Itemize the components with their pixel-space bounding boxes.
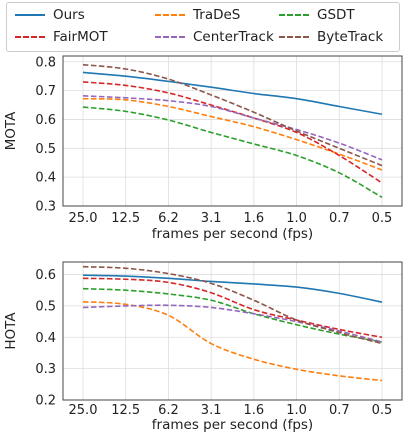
legend-label: FairMOT: [53, 29, 108, 45]
legend-item-ours: Ours: [15, 5, 85, 25]
x-tick-label: 0.7: [329, 211, 350, 226]
x-axis-label: frames per second (fps): [152, 226, 313, 242]
y-tick-label: 0.5: [35, 142, 56, 157]
plot-area: [63, 56, 402, 206]
series-line-gsdt: [82, 106, 383, 199]
x-axis-label: frames per second (fps): [152, 417, 313, 433]
x-tick-label: 6.2: [158, 403, 179, 418]
legend-swatch: [279, 14, 309, 16]
x-tick-label: 1.6: [244, 403, 265, 418]
x-tick-label: 1.0: [286, 211, 307, 226]
legend-item-trades: TraDeS: [155, 5, 240, 25]
chart-legend: Ours TraDeS GSDT FairMOT CenterTrack ByteTrac…: [6, 2, 400, 52]
legend-swatch: [279, 36, 309, 38]
series-line-bytetrack: [82, 265, 383, 345]
y-axis-label: MOTA: [3, 111, 19, 150]
y-axis-label: HOTA: [3, 312, 19, 350]
legend-item-gsdt: GSDT: [279, 5, 355, 25]
series-line-ours: [82, 274, 383, 303]
y-tick-label: 0.6: [35, 268, 56, 283]
x-tick-label: 3.1: [201, 211, 222, 226]
y-tick-label: 0.6: [35, 113, 56, 128]
series-line-bytetrack: [82, 63, 383, 167]
chart-panel-mota: 25.0 12.5 6.2 3.1 1.6 1.0 0.7 0.5 0.3 0.4 0.5 0.6 0.…: [3, 55, 403, 242]
legend-label: Ours: [53, 7, 85, 23]
chart-panel-hota: 25.0 12.5 6.2 3.1 1.6 1.0 0.7 0.5 0.2 0.3 0.4 0.5 0.…: [3, 261, 403, 433]
legend-swatch: [155, 14, 185, 16]
series-line-fairmot: [82, 277, 383, 339]
x-tick-label: 25.0: [69, 211, 98, 226]
series-line-ours: [82, 71, 383, 116]
x-tick-label: 3.1: [201, 403, 222, 418]
x-tick-label: 0.5: [372, 403, 393, 418]
legend-label: TraDeS: [193, 7, 241, 23]
y-tick-label: 0.2: [35, 394, 56, 409]
y-tick-label: 0.8: [35, 55, 56, 70]
series-line-trades: [82, 301, 383, 382]
x-tick-label: 0.5: [372, 211, 393, 226]
x-tick-label: 6.2: [158, 211, 179, 226]
y-tick-label: 0.4: [35, 331, 56, 346]
x-tick-label: 12.5: [111, 403, 140, 418]
legend-swatch: [15, 36, 45, 38]
x-tick-label: 12.5: [111, 211, 140, 226]
legend-item-bytetrack: ByteTrack: [279, 27, 383, 47]
y-tick-label: 0.3: [35, 200, 56, 215]
series-line-fairmot: [82, 81, 383, 184]
y-tick-label: 0.3: [35, 362, 56, 377]
x-tick-label: 0.7: [329, 403, 350, 418]
x-tick-label: 25.0: [69, 403, 98, 418]
legend-swatch: [15, 14, 45, 16]
legend-label: ByteTrack: [317, 29, 384, 45]
y-tick-label: 0.5: [35, 299, 56, 314]
series-line-centertrack: [82, 95, 383, 161]
x-tick-label: 1.0: [286, 403, 307, 418]
legend-label: CenterTrack: [193, 29, 274, 45]
legend-swatch: [155, 36, 185, 38]
x-tick-label: 1.6: [244, 211, 265, 226]
legend-item-centertrack: CenterTrack: [155, 27, 274, 47]
y-tick-label: 0.7: [35, 84, 56, 99]
legend-item-fairmot: FairMOT: [15, 27, 108, 47]
plot-frame: [62, 55, 403, 207]
series-line-gsdt: [82, 287, 383, 343]
legend-label: GSDT: [317, 7, 355, 23]
plot-frame: [62, 261, 403, 401]
y-tick-label: 0.4: [35, 171, 56, 186]
